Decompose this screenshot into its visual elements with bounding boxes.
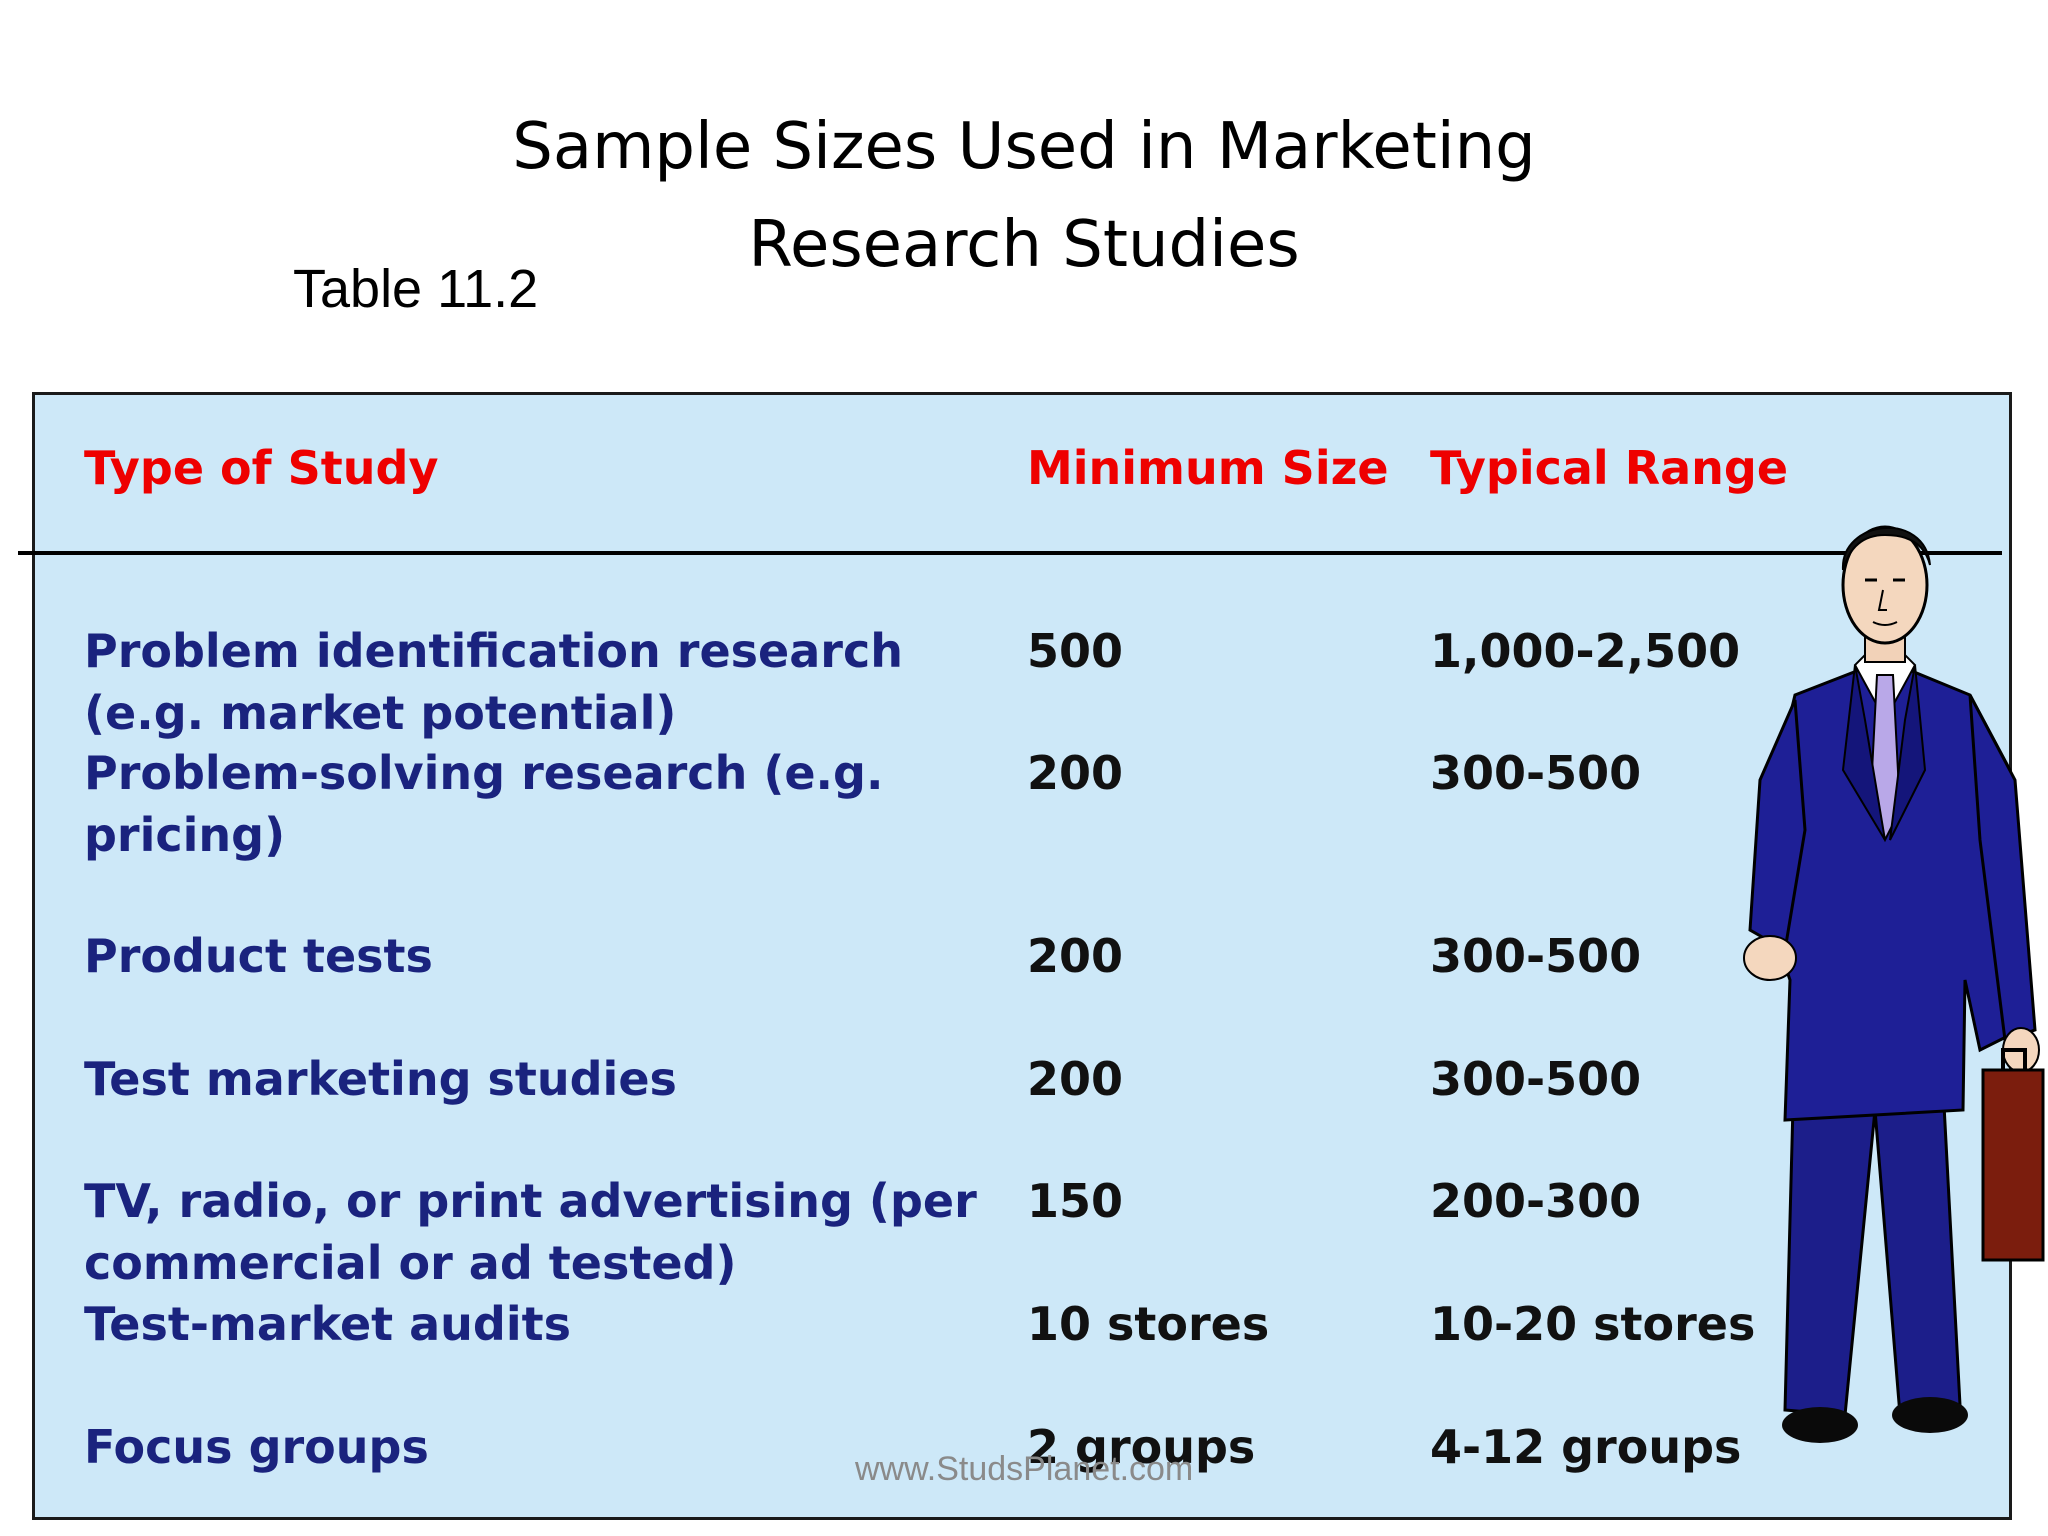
row-7-study: Focus groups [84,1420,429,1474]
row-1-study-line-2: (e.g. market potential) [84,686,677,740]
row-1-minimum: 500 [1027,624,1124,678]
row-5-minimum: 150 [1027,1174,1124,1228]
row-7-minimum: 2 groups [1027,1420,1256,1474]
row-2-range: 300-500 [1430,746,1642,800]
row-5-range: 200-300 [1430,1174,1642,1228]
table-label: Table 11.2 [293,259,539,319]
watermark: www.StudsPlanet.com [855,1450,1194,1488]
row-1-range: 1,000-2,500 [1430,624,1741,678]
row-4-study: Test marketing studies [84,1052,677,1106]
row-2-study-line-1: Problem-solving research (e.g. [84,746,884,800]
row-6-minimum: 10 stores [1027,1297,1270,1351]
row-6-range: 10-20 stores [1430,1297,1756,1351]
header-type-of-study: Type of Study [84,441,439,495]
row-3-minimum: 200 [1027,929,1124,983]
row-2-minimum: 200 [1027,746,1124,800]
row-2-study-line-2: pricing) [84,808,286,862]
slide-title-line-1: Sample Sizes Used in Marketing [512,110,1536,184]
row-7-range: 4-12 groups [1430,1420,1742,1474]
row-4-minimum: 200 [1027,1052,1124,1106]
row-1-study-line-1: Problem identification research [84,624,903,678]
sample-size-table [32,392,2012,1520]
businessman-illustration [1743,525,2045,1443]
row-5-study-line-2: commercial or ad tested) [84,1236,737,1290]
row-4-range: 300-500 [1430,1052,1642,1106]
header-minimum-size: Minimum Size [1027,441,1389,495]
row-3-study: Product tests [84,929,433,983]
header-divider [18,551,2002,555]
header-typical-range: Typical Range [1430,441,1789,495]
row-6-study: Test-market audits [84,1297,571,1351]
row-3-range: 300-500 [1430,929,1642,983]
slide-title-line-2: Research Studies [748,208,1300,282]
row-5-study-line-1: TV, radio, or print advertising (per [84,1174,977,1228]
